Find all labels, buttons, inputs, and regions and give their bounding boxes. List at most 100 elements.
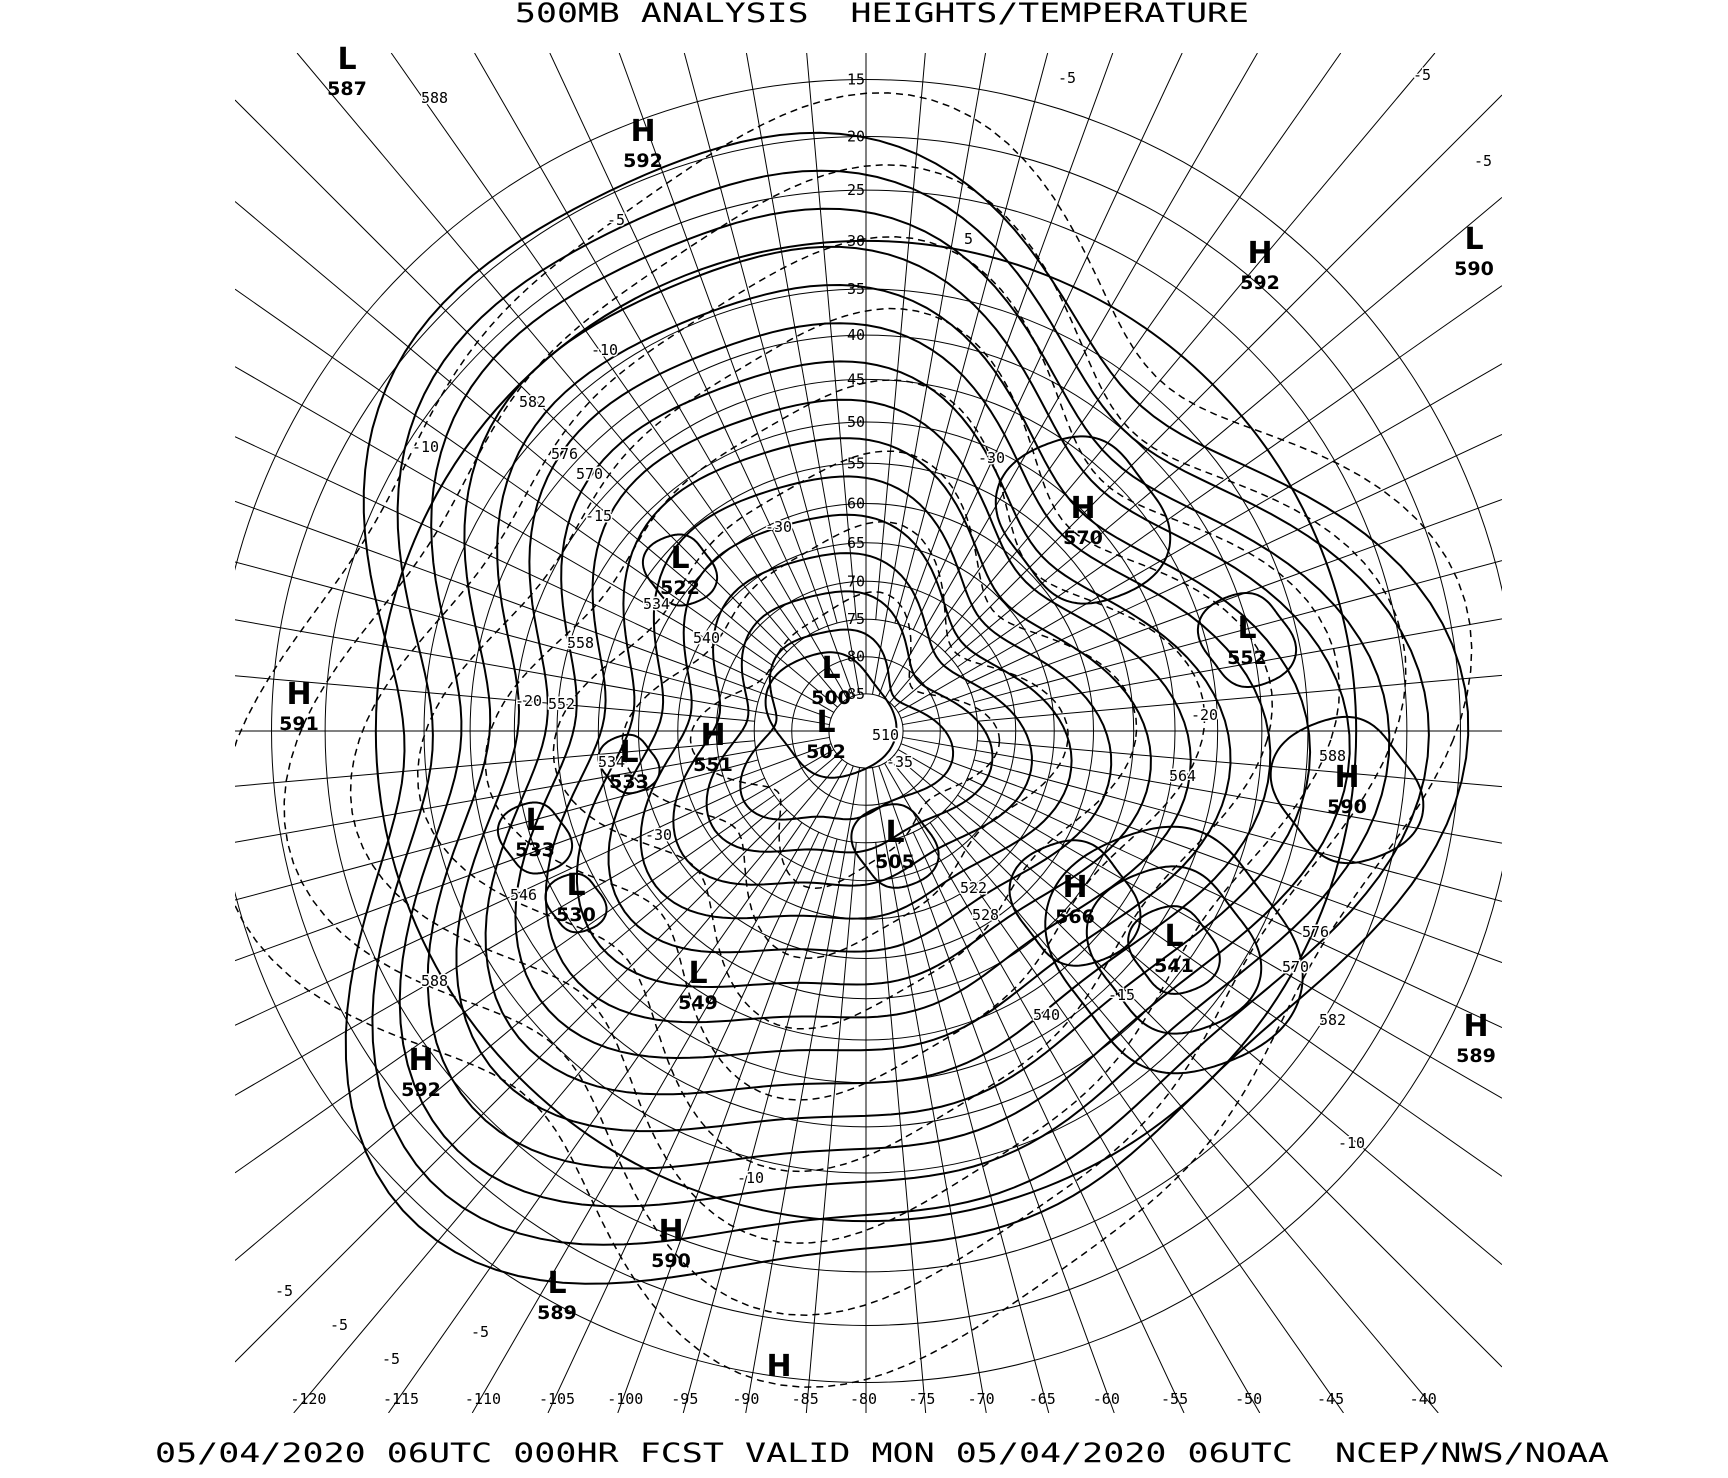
meridian-line [912,832,1185,1413]
contour-label: 576 [551,445,578,463]
meridian-line [235,288,775,668]
latitude-label: 85 [847,685,865,703]
center-type-label: L [670,541,689,576]
meridian-line [875,842,927,1413]
contour-label: -35 [886,753,913,771]
center-height-value: 522 [660,577,700,599]
latitude-label: 35 [847,280,865,298]
center-type-label: L [1164,919,1183,954]
meridian-line [894,196,1502,708]
latitude-label: 30 [847,232,865,250]
contour-label: 564 [1169,767,1196,785]
longitude-label: -80 [850,1390,877,1408]
contour-label: -10 [737,1169,764,1187]
temperature-contour [552,450,1138,1030]
contour-label: -5 [471,1323,489,1341]
longitude-label: -105 [539,1390,575,1408]
meridian-line [235,736,830,843]
longitude-label: -50 [1235,1390,1262,1408]
center-type-label: L [566,868,585,903]
center-type-label: H [630,114,655,149]
contour-label: 552 [548,695,575,713]
contour-label: -20 [515,692,542,710]
meridian-line [929,53,1342,640]
contour-label: 5 [964,230,973,248]
longitude-label: -75 [908,1390,935,1408]
meridian-line [618,53,854,697]
meridian-line [894,53,1049,624]
temperature-contour [283,164,1407,1316]
center-height-value: 589 [1456,1045,1496,1067]
center-height-value: 592 [401,1079,441,1101]
meridian-line [875,53,926,620]
temperature-contour [349,236,1341,1244]
meridian-line [894,838,1050,1413]
longitude-label: -55 [1161,1390,1188,1408]
map-title: 500MB ANALYSIS HEIGHTS/TEMPERATURE [515,0,1249,29]
meridian-line [235,675,755,722]
height-contour [994,435,1172,605]
meridian-line [944,94,1502,653]
meridian-line [235,777,765,1026]
contour-label: -10 [412,438,439,456]
height-contour [764,651,898,779]
center-type-label: H [1334,760,1359,795]
center-height-value: 590 [651,1250,691,1272]
meridian-line [549,53,820,630]
center-type-label: L [337,42,356,77]
center-type-label: L [1237,611,1256,646]
center-height-value: 552 [1227,647,1267,669]
center-height-value: 541 [1154,955,1194,977]
height-contour [455,283,1312,1133]
height-contour [398,207,1391,1208]
longitude-label: -100 [607,1390,643,1408]
center-height-value: 591 [279,713,319,735]
height-contour [1196,592,1298,688]
latitude-label: 80 [847,648,865,666]
meridian-line [682,838,838,1413]
contour-label: -15 [585,507,612,525]
height-contour [514,360,1232,1060]
latitude-label: 75 [847,610,865,628]
temperature-contour [416,307,1274,1173]
meridian-line [471,762,848,1413]
meridian-line [900,499,1502,719]
center-type-label: L [885,815,904,850]
longitude-label: -110 [465,1390,501,1408]
meridian-line [805,842,857,1413]
meridian-line [235,201,838,708]
meridian-line [235,749,835,1096]
meridian-line [977,674,1502,722]
meridian-line [884,762,1261,1413]
longitude-label: -120 [290,1390,326,1408]
contour-label: 576 [1302,923,1329,941]
meridian-line [889,759,1439,1413]
center-height-value: 500 [811,687,851,709]
height-contour [1269,715,1425,865]
meridian-line [745,53,861,695]
contour-label: -15 [1108,986,1135,1004]
meridian-line [235,759,759,901]
meridian-line [973,759,1502,902]
longitude-label: -60 [1093,1390,1120,1408]
contour-label: 534 [598,753,625,771]
contour-label: -5 [330,1316,348,1334]
meridian-line [296,53,843,703]
center-height-value: 502 [806,741,846,763]
height-contour [607,475,1113,954]
height-contour [484,322,1272,1096]
contour-label: -5 [607,211,625,229]
center-height-value: 590 [1454,258,1494,280]
longitude-label: -115 [383,1390,419,1408]
meridian-line [235,619,830,726]
longitude-label: -65 [1029,1390,1056,1408]
center-type-label: L [619,735,638,770]
